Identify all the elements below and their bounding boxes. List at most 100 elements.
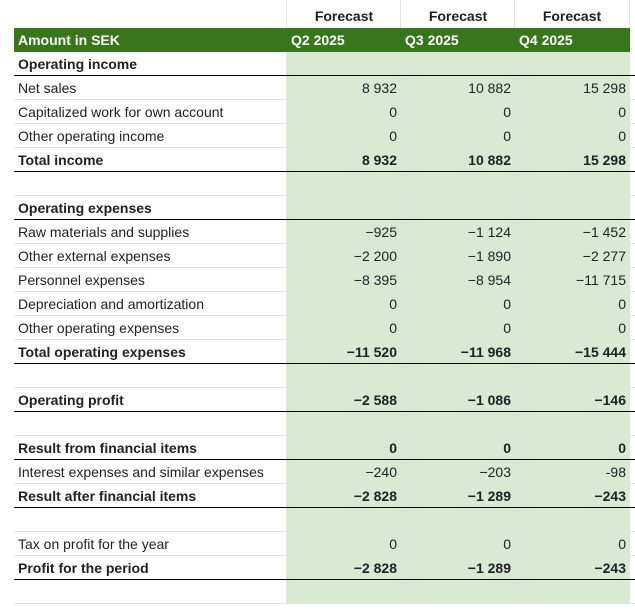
value-cell-q2[interactable] — [287, 196, 397, 220]
table-row — [0, 364, 635, 388]
value-cell-q4[interactable] — [515, 412, 626, 436]
value-cell-q4[interactable] — [515, 196, 626, 220]
row-label[interactable]: Other external expenses — [18, 248, 171, 264]
value-cell-q4[interactable] — [515, 580, 626, 604]
row-label[interactable]: Other operating income — [18, 128, 165, 144]
value-cell-q2[interactable]: 0 — [389, 320, 397, 336]
row-label[interactable]: Tax on profit for the year — [18, 536, 169, 552]
value-cell-q2[interactable]: −2 588 — [353, 392, 397, 408]
forecast-label-q2[interactable]: Forecast — [314, 8, 374, 24]
row-label[interactable]: Result after financial items — [18, 488, 197, 504]
value-cell-q4[interactable]: −11 715 — [576, 272, 626, 288]
value-cell-q2[interactable] — [287, 52, 397, 76]
value-cell-q3[interactable]: 0 — [503, 104, 511, 120]
value-cell-q2[interactable]: 0 — [389, 296, 397, 312]
value-cell-q2[interactable]: −240 — [365, 464, 397, 480]
value-cell-q4[interactable]: −1 452 — [582, 224, 626, 240]
value-cell-q3[interactable]: −1 124 — [467, 224, 511, 240]
value-cell-q3[interactable] — [401, 364, 511, 388]
value-cell-q2[interactable]: 0 — [389, 104, 397, 120]
value-cell-q4[interactable]: 0 — [618, 128, 626, 144]
value-cell-q2[interactable]: 0 — [389, 536, 397, 552]
value-cell-q3[interactable] — [401, 580, 511, 604]
row-label[interactable]: Other operating expenses — [18, 320, 180, 336]
row-label[interactable]: Total income — [18, 152, 104, 168]
value-cell-q2[interactable]: 0 — [389, 128, 397, 144]
value-cell-q3[interactable]: 0 — [503, 128, 511, 144]
row-label[interactable]: Capitalized work for own account — [18, 104, 224, 120]
amount-unit-header[interactable]: Amount in SEK — [18, 32, 120, 48]
value-cell-q2[interactable]: −11 520 — [346, 344, 397, 360]
row-label[interactable] — [18, 364, 286, 388]
value-cell-q3[interactable]: 0 — [503, 320, 511, 336]
value-cell-q3[interactable]: 0 — [503, 296, 511, 312]
value-cell-q2[interactable] — [287, 364, 397, 388]
value-cell-q3[interactable]: 0 — [503, 536, 511, 552]
row-label[interactable] — [18, 172, 286, 196]
forecast-label-q3[interactable]: Forecast — [428, 8, 488, 24]
row-label[interactable]: Raw materials and supplies — [18, 224, 190, 240]
value-cell-q3[interactable]: 10 882 — [468, 152, 511, 168]
value-cell-q4[interactable]: 0 — [618, 320, 626, 336]
value-cell-q3[interactable]: −1 890 — [467, 248, 511, 264]
quarter-header-q2[interactable]: Q2 2025 — [291, 32, 345, 48]
value-cell-q3[interactable] — [401, 508, 511, 532]
value-cell-q2[interactable] — [287, 172, 397, 196]
value-cell-q2[interactable]: −2 200 — [353, 248, 397, 264]
value-cell-q2[interactable]: −8 395 — [353, 272, 397, 288]
value-cell-q4[interactable] — [515, 364, 626, 388]
value-cell-q3[interactable]: 0 — [503, 440, 511, 456]
row-label[interactable] — [18, 580, 286, 604]
value-cell-q4[interactable] — [515, 172, 626, 196]
value-cell-q2[interactable] — [287, 508, 397, 532]
row-label[interactable] — [18, 508, 286, 532]
value-cell-q2[interactable]: 8 932 — [361, 80, 397, 96]
value-cell-q4[interactable] — [515, 52, 626, 76]
value-cell-q4[interactable]: 0 — [618, 536, 626, 552]
value-cell-q3[interactable] — [401, 52, 511, 76]
value-cell-q4[interactable]: 15 298 — [583, 80, 626, 96]
value-cell-q4[interactable]: −2 277 — [582, 248, 626, 264]
value-cell-q2[interactable]: −2 828 — [353, 560, 397, 576]
row-label[interactable]: Personnel expenses — [18, 272, 145, 288]
value-cell-q3[interactable] — [401, 412, 511, 436]
forecast-label-q4[interactable]: Forecast — [542, 8, 602, 24]
row-label[interactable]: Total operating expenses — [18, 344, 186, 360]
value-cell-q4[interactable]: −243 — [594, 488, 626, 504]
row-label[interactable]: Depreciation and amortization — [18, 296, 204, 312]
value-cell-q4[interactable]: 15 298 — [583, 152, 626, 168]
value-cell-q2[interactable]: 0 — [389, 440, 397, 456]
value-cell-q3[interactable]: −1 086 — [467, 392, 511, 408]
row-label[interactable]: Interest expenses and similar expenses — [18, 464, 264, 480]
value-cell-q2[interactable]: −925 — [365, 224, 397, 240]
row-label[interactable]: Operating income — [18, 56, 138, 72]
value-cell-q4[interactable]: 0 — [618, 296, 626, 312]
value-cell-q4[interactable]: −243 — [594, 560, 626, 576]
value-cell-q3[interactable]: −203 — [479, 464, 511, 480]
row-label[interactable] — [18, 412, 286, 436]
value-cell-q2[interactable]: 8 932 — [361, 152, 397, 168]
value-cell-q4[interactable] — [515, 508, 626, 532]
value-cell-q2[interactable]: −2 828 — [353, 488, 397, 504]
row-label[interactable]: Operating expenses — [18, 200, 152, 216]
value-cell-q4[interactable]: -98 — [605, 464, 626, 480]
value-cell-q3[interactable]: −8 954 — [467, 272, 511, 288]
row-label[interactable]: Profit for the period — [18, 560, 149, 576]
value-cell-q2[interactable] — [287, 580, 397, 604]
value-cell-q4[interactable]: −146 — [594, 392, 626, 408]
value-cell-q4[interactable]: −15 444 — [575, 344, 626, 360]
row-label[interactable]: Operating profit — [18, 392, 124, 408]
value-cell-q3[interactable]: −1 289 — [467, 560, 511, 576]
value-cell-q3[interactable]: 10 882 — [468, 80, 511, 96]
quarter-header-q3[interactable]: Q3 2025 — [405, 32, 459, 48]
value-cell-q3[interactable]: −11 968 — [460, 344, 511, 360]
value-cell-q3[interactable] — [401, 172, 511, 196]
value-cell-q4[interactable]: 0 — [618, 440, 626, 456]
row-label[interactable]: Result from financial items — [18, 440, 197, 456]
value-cell-q3[interactable] — [401, 196, 511, 220]
value-cell-q4[interactable]: 0 — [618, 104, 626, 120]
value-cell-q2[interactable] — [287, 412, 397, 436]
value-cell-q3[interactable]: −1 289 — [467, 488, 511, 504]
row-label[interactable]: Net sales — [18, 80, 77, 96]
quarter-header-q4[interactable]: Q4 2025 — [519, 32, 573, 48]
